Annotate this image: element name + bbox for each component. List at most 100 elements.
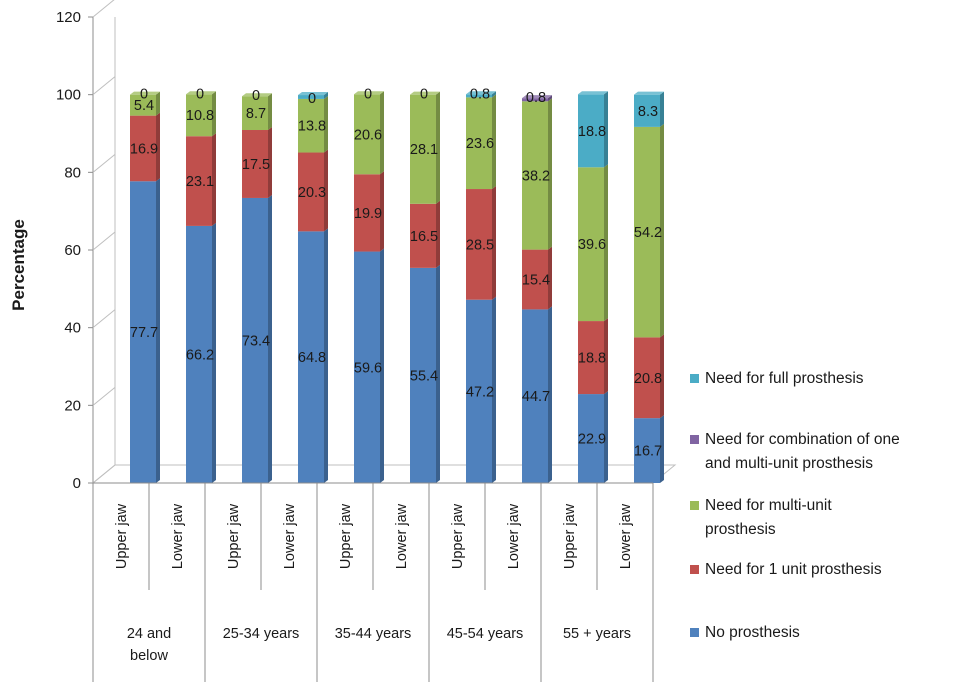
bar-top: [410, 91, 440, 95]
bar-top: [354, 91, 384, 95]
bar-side: [548, 95, 552, 102]
bar-segment: [522, 306, 552, 483]
bar-front: [242, 96, 268, 131]
bar-segment: [242, 194, 272, 484]
bar-side: [268, 93, 272, 131]
y-tick-label: 80: [64, 164, 81, 181]
legend-item: Need for multi-unit prosthesis: [690, 497, 832, 538]
data-label: 73.4: [242, 333, 270, 349]
bar-segment: [298, 149, 328, 232]
bar-side: [660, 91, 664, 127]
bar-side: [660, 123, 664, 338]
bar-front: [130, 94, 156, 116]
category-label: Upper jaw: [562, 503, 578, 569]
data-label: 16.9: [130, 141, 158, 157]
bar-front: [410, 203, 436, 268]
bar-segment: [410, 91, 440, 204]
bar-segment: [410, 264, 440, 483]
data-label: 59.6: [354, 360, 382, 376]
group-label: below: [130, 648, 168, 664]
bar-segment: [354, 91, 384, 175]
bar-side: [492, 296, 496, 483]
bar-front: [466, 97, 492, 190]
bar-segment: [298, 228, 328, 483]
bar-segment: [578, 164, 608, 322]
y-tick-diagonal: [92, 153, 116, 173]
data-label: 20.8: [634, 371, 662, 387]
bar-segment: [186, 91, 216, 137]
data-label: 0: [364, 86, 372, 102]
bar-top: [242, 93, 272, 97]
bar-side: [548, 306, 552, 483]
data-label: 66.2: [186, 347, 214, 363]
bar-front: [634, 337, 660, 419]
data-label: 13.8: [298, 119, 326, 135]
bar-front: [522, 249, 548, 310]
bar-segment: [298, 92, 328, 99]
bar-segment: [242, 93, 272, 131]
data-label: 8.3: [638, 104, 658, 120]
data-label: 16.7: [634, 444, 662, 460]
legend-swatch: [690, 565, 699, 574]
data-label: 28.1: [410, 142, 438, 158]
y-axis-title: Percentage: [9, 219, 28, 311]
group-label: 55 + years: [563, 626, 631, 642]
bar-side: [268, 127, 272, 198]
bar-side: [268, 194, 272, 484]
bar-side: [324, 92, 328, 99]
data-label: 0: [308, 91, 316, 107]
data-label: 19.9: [354, 206, 382, 222]
bar-segment: [242, 127, 272, 198]
bar-segment: [298, 95, 328, 153]
bar-front: [298, 152, 324, 232]
y-tick-label: 120: [56, 9, 81, 26]
data-label: 77.7: [130, 325, 158, 341]
data-label: 64.8: [298, 350, 326, 366]
y-tick-diagonal: [92, 0, 115, 18]
bar-front: [354, 94, 380, 175]
bar-segment: [578, 91, 608, 168]
bar-top: [130, 91, 160, 95]
data-label: 0: [420, 87, 428, 103]
bar-side: [436, 264, 440, 483]
category-label: Lower jaw: [506, 503, 522, 569]
legend-item: Need for full prosthesis: [690, 370, 864, 387]
group-label: 45-54 years: [447, 626, 524, 642]
bar-side: [324, 149, 328, 232]
data-label: 20.3: [298, 185, 326, 201]
y-tick-label: 100: [56, 87, 81, 104]
category-label: Lower jaw: [282, 503, 298, 569]
bar-side: [212, 133, 216, 226]
category-label: Upper jaw: [338, 503, 354, 569]
bar-front: [522, 98, 548, 102]
bar-front: [242, 130, 268, 198]
category-label: Lower jaw: [618, 503, 634, 569]
y-tick-diagonal: [92, 464, 116, 484]
bar-front: [578, 394, 604, 483]
data-label: 23.6: [466, 136, 494, 152]
bar-front: [298, 95, 324, 99]
bar-segment: [634, 91, 664, 127]
bar-front: [410, 94, 436, 204]
data-label: 23.1: [186, 174, 214, 190]
y-tick-label: 40: [64, 320, 81, 337]
bar-side: [156, 91, 160, 116]
bar-front: [186, 94, 212, 137]
bar-front: [410, 267, 436, 483]
bar-side: [548, 98, 552, 250]
legend-item: Need for combination of one and multi-uni…: [690, 431, 900, 472]
bar-side: [604, 91, 608, 168]
legend-label: No prosthesis: [705, 624, 800, 641]
category-label: Lower jaw: [170, 503, 186, 569]
bar-front: [578, 94, 604, 168]
bar-segment: [578, 318, 608, 395]
bar-segment: [186, 133, 216, 226]
legend-item: Need for 1 unit prosthesis: [690, 561, 882, 578]
bar-side: [604, 164, 608, 322]
data-label: 20.6: [354, 127, 382, 143]
legend-label: Need for 1 unit prosthesis: [705, 561, 882, 578]
bar-side: [660, 334, 664, 419]
data-label: 0.8: [526, 90, 546, 106]
group-label: 24 and: [127, 626, 171, 642]
